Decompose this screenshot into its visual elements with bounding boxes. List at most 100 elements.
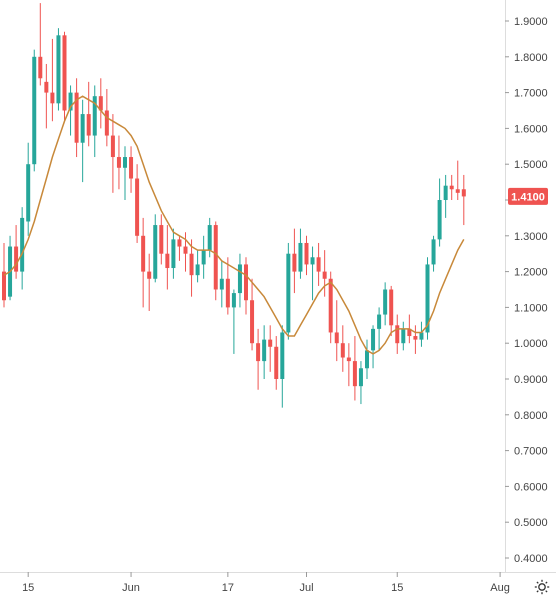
price-tick-label: 1.0000 [514,338,548,350]
candle[interactable] [304,235,309,276]
candle[interactable] [334,300,339,362]
time-tick-label: Aug [490,582,510,594]
candle[interactable] [225,257,230,315]
candle[interactable] [244,257,248,315]
candle[interactable] [38,3,43,86]
candle[interactable] [455,160,460,200]
candle[interactable] [98,78,103,129]
candle[interactable] [389,285,394,337]
candle[interactable] [213,221,218,301]
candle[interactable] [437,178,442,247]
candle[interactable] [116,135,121,190]
candle[interactable] [177,235,182,261]
candle[interactable] [32,49,37,172]
candle-body [56,35,61,104]
candle[interactable] [256,328,261,390]
candle-body [401,328,406,344]
gear-icon[interactable] [532,578,552,596]
candle[interactable] [401,321,406,351]
candle[interactable] [26,142,31,236]
candle[interactable] [110,114,115,193]
candle[interactable] [262,325,267,379]
candle[interactable] [56,28,61,111]
candle[interactable] [298,228,303,279]
candle[interactable] [413,325,418,354]
candle[interactable] [62,31,67,122]
candle[interactable] [250,278,255,351]
candle[interactable] [195,250,200,283]
candle[interactable] [44,63,49,129]
candle-body [159,225,164,254]
price-tick-label: 0.8000 [514,410,548,422]
candle[interactable] [219,260,224,308]
moving-average-line [3,95,465,355]
candle[interactable] [449,174,454,200]
candle-body [110,135,115,158]
candle[interactable] [129,146,134,193]
candle[interactable] [153,214,158,283]
candle[interactable] [328,271,333,344]
candle[interactable] [346,343,351,387]
candle[interactable] [165,225,170,290]
candle-body [334,332,339,344]
candle[interactable] [395,314,400,354]
time-tick-label: 15 [22,582,34,594]
candle[interactable] [443,174,448,218]
candle[interactable] [189,239,194,297]
candle[interactable] [268,325,273,372]
candle[interactable] [286,242,291,340]
candle[interactable] [340,325,345,372]
candle[interactable] [461,174,466,226]
time-axis[interactable]: 15 Jun 17 Jul 15 Aug [22,572,510,594]
candle-body [213,225,218,290]
candle[interactable] [371,325,376,369]
candle[interactable] [237,253,242,308]
candle-body [201,250,206,265]
candle[interactable] [135,164,140,243]
candle[interactable] [141,217,146,308]
candle[interactable] [20,207,25,290]
candle[interactable] [322,250,327,297]
candle[interactable] [80,99,85,183]
candle-body [340,343,345,358]
price-tick-label: 1.8000 [514,52,548,64]
candle[interactable] [74,78,79,158]
candle[interactable] [419,321,424,347]
candle-body [141,235,146,272]
candle[interactable] [92,85,97,158]
candle[interactable] [292,228,297,294]
candle[interactable] [316,242,321,286]
candle[interactable] [377,307,382,351]
candle-body [86,114,91,136]
candle[interactable] [68,85,73,136]
price-axis[interactable]: 0.4000 0.5000 0.6000 0.7000 0.8000 0.9000 1.00… [505,16,548,565]
candle-body [80,114,85,143]
candle[interactable] [123,146,127,200]
candle[interactable] [201,235,206,279]
candle[interactable] [358,361,363,405]
candle-body [171,239,176,269]
price-tick-label: 1.6000 [514,123,548,135]
price-tick-label: 0.6000 [514,481,548,493]
candle-body [449,185,454,190]
candle[interactable] [171,228,176,279]
candle[interactable] [310,246,315,301]
candle[interactable] [274,336,279,390]
candle[interactable] [50,38,55,122]
candle[interactable] [147,253,152,311]
candle[interactable] [365,339,369,379]
candle[interactable] [231,289,236,354]
candle-body [443,185,448,200]
candle[interactable] [14,225,19,279]
candle-body [92,96,97,136]
candle[interactable] [159,214,164,265]
candle[interactable] [383,282,388,326]
candle[interactable] [280,325,285,408]
candle-body [219,278,224,290]
candle[interactable] [352,336,357,401]
time-tick-label: Jul [299,582,313,594]
candle[interactable] [431,235,436,272]
candle-body [244,264,248,301]
candle[interactable] [86,81,91,147]
